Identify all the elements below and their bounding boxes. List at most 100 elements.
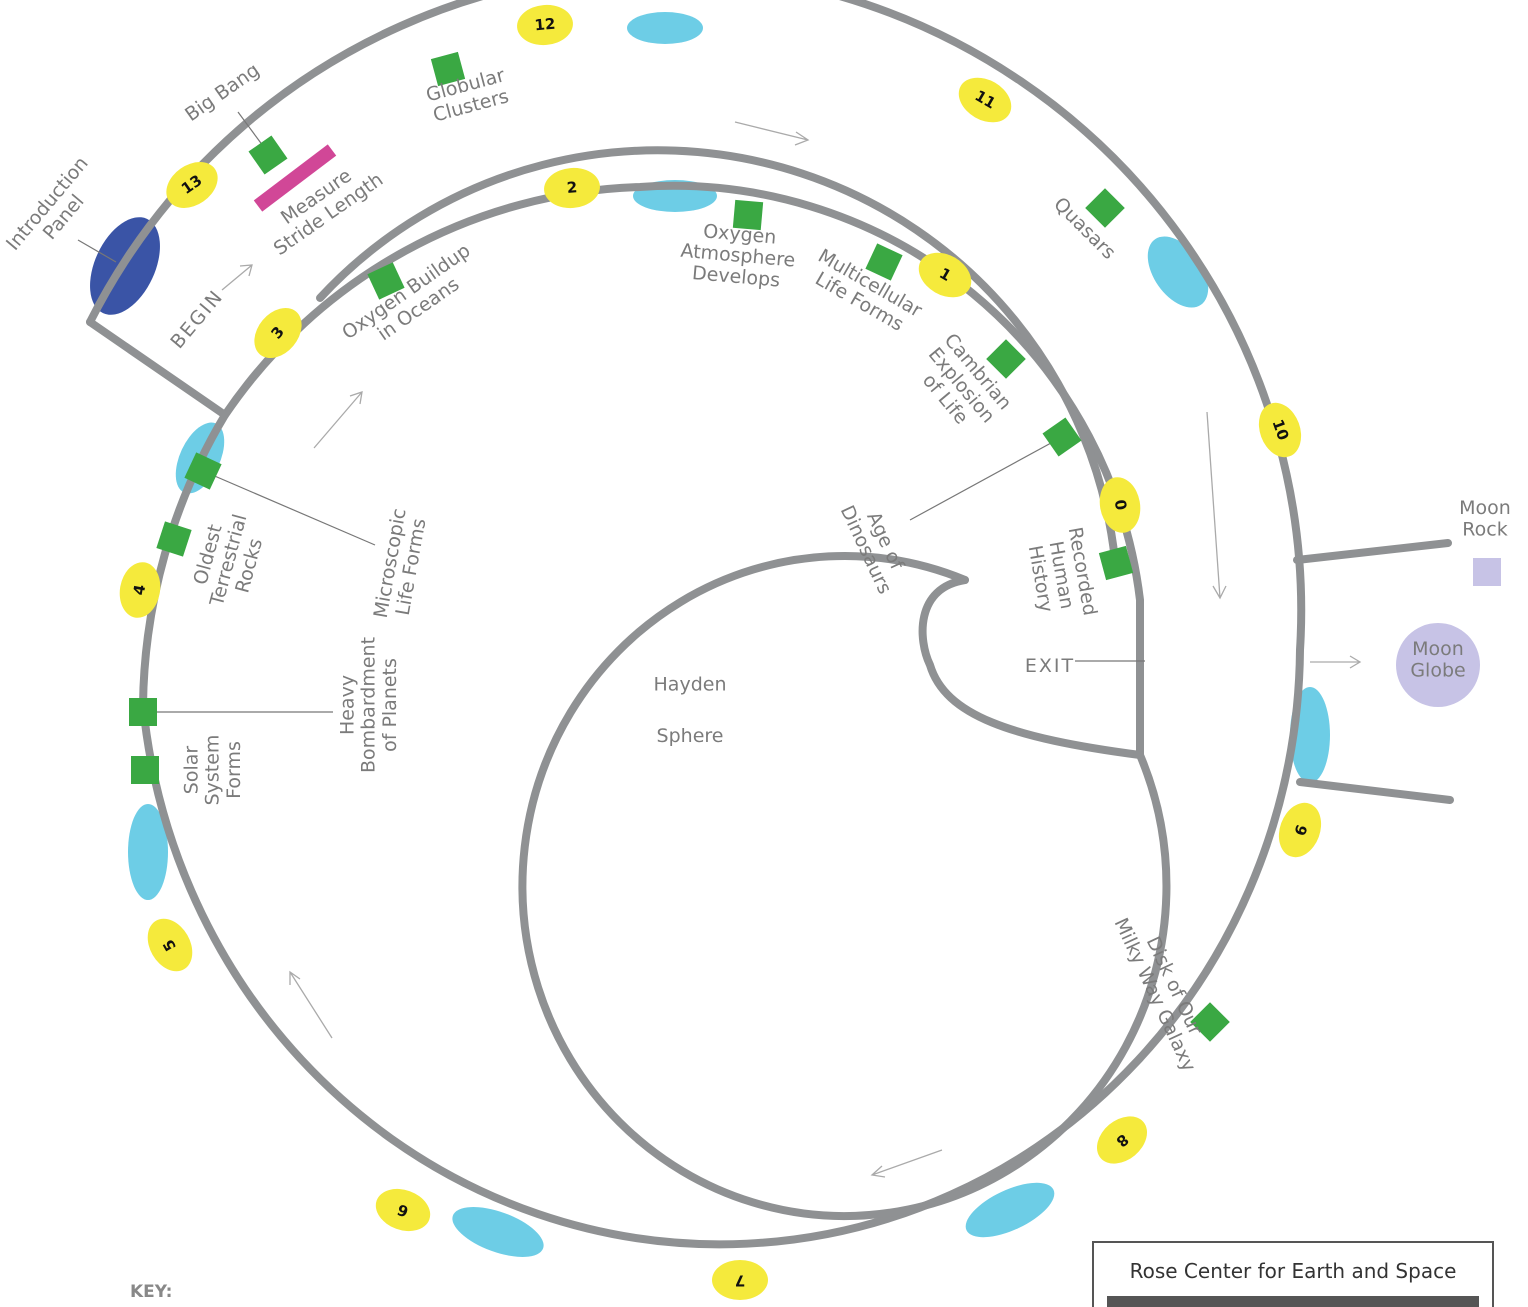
station: 9 <box>1278 802 1322 858</box>
label-line: Heavy <box>336 675 358 735</box>
station: 5 <box>147 918 193 972</box>
label-line: Bombardment <box>358 637 380 773</box>
exhibit <box>1190 1002 1230 1042</box>
label: OxygenAtmosphereDevelops <box>678 218 798 292</box>
hayden-wall <box>518 552 1171 1220</box>
exhibit <box>865 243 903 281</box>
label-line: Moon <box>1459 497 1511 519</box>
label: RecordedHumanHistory <box>1022 525 1101 624</box>
legend-bar <box>1107 1296 1479 1307</box>
exit-wall <box>1293 539 1452 564</box>
station: 12 <box>517 4 573 46</box>
exhibit <box>1042 417 1082 457</box>
label: MeasureStride Length <box>258 151 388 260</box>
station-badge <box>712 1260 768 1300</box>
arrow <box>734 121 810 146</box>
exhibit <box>129 698 157 726</box>
label: Moon Globe <box>1410 638 1465 681</box>
station: 11 <box>958 77 1012 123</box>
exhibits <box>129 51 1230 1042</box>
arrow <box>221 264 253 291</box>
station-number: 7 <box>735 1272 745 1290</box>
station-badge <box>918 252 972 298</box>
label-line: Sphere <box>657 725 724 747</box>
key-title: KEY: <box>130 1282 172 1302</box>
station: 10 <box>1258 402 1302 458</box>
station: 1 <box>918 252 972 298</box>
exhibit <box>1098 545 1134 581</box>
moon-rock <box>1473 558 1501 586</box>
arrow <box>1310 655 1362 669</box>
station-badge <box>119 562 161 618</box>
leader <box>77 239 117 263</box>
station: 8 <box>1096 1116 1148 1164</box>
exhibit <box>156 521 192 557</box>
label: HeavyBombardmentof Planets <box>336 637 401 773</box>
label: EXIT <box>1025 655 1075 677</box>
label: IntroductionPanel <box>2 152 109 268</box>
station-badge <box>544 167 600 209</box>
arrows <box>221 121 1362 1178</box>
label: Age ofDinosaurs <box>836 493 915 597</box>
exhibit <box>986 339 1026 379</box>
label: Moon Rock <box>1459 497 1511 540</box>
label-line: Forms <box>223 741 245 799</box>
label: BEGIN <box>166 286 228 353</box>
station-badge <box>1096 1116 1148 1164</box>
arrow <box>1206 411 1227 600</box>
label: Hayden Sphere <box>654 673 727 747</box>
station-badge <box>517 4 573 46</box>
kiosk <box>128 804 168 900</box>
leaders <box>77 111 1145 713</box>
exhibit <box>131 756 159 784</box>
exit-wall <box>1296 778 1454 804</box>
label: MicroscopicLife Forms <box>370 507 432 624</box>
moon-globe <box>1396 623 1480 707</box>
label-line: Hayden <box>654 673 727 695</box>
station-badge <box>1278 802 1322 858</box>
station-badge <box>958 77 1012 123</box>
label: SolarSystemForms <box>180 735 245 806</box>
label-line: System <box>202 735 224 806</box>
station-number: 4 <box>130 583 150 596</box>
station: 13 <box>166 162 218 208</box>
arrow <box>289 970 333 1039</box>
station: 6 <box>375 1188 431 1232</box>
station-badge <box>1099 477 1141 533</box>
leader <box>909 436 1063 521</box>
label-line: Solar <box>180 746 202 795</box>
entry-wall <box>86 318 229 419</box>
station: 2 <box>544 167 600 209</box>
kiosk <box>452 1207 544 1257</box>
kiosk <box>965 1182 1055 1238</box>
station-number: 12 <box>534 15 556 35</box>
inner-wall <box>316 146 1119 564</box>
label-line: of Planets <box>379 658 401 752</box>
station-badge <box>254 307 302 359</box>
arrow <box>870 1149 943 1178</box>
exhibit <box>732 199 764 231</box>
label-line: Globe <box>1410 659 1465 681</box>
label-line: Moon <box>1412 638 1464 660</box>
station-badge <box>166 162 218 208</box>
label: OldestTerrestrialRocks <box>185 506 272 614</box>
station-badge <box>1258 402 1302 458</box>
notch-wall <box>918 576 1144 759</box>
station: 3 <box>254 307 302 359</box>
station: 0 <box>1099 477 1141 533</box>
exhibit <box>430 51 466 87</box>
label-line: Rock <box>1462 518 1507 540</box>
station: 4 <box>119 562 161 618</box>
spiral-wall <box>86 0 1306 1249</box>
label: MulticellularLife Forms <box>804 245 926 341</box>
exhibit <box>367 262 405 300</box>
exhibit <box>248 135 288 175</box>
station-badge <box>375 1188 431 1232</box>
station-number: 2 <box>566 178 578 197</box>
kiosk <box>627 12 703 44</box>
legend-title: Rose Center for Earth and Space <box>1130 1259 1457 1283</box>
arrow <box>313 391 363 449</box>
stride-bar <box>253 144 337 212</box>
